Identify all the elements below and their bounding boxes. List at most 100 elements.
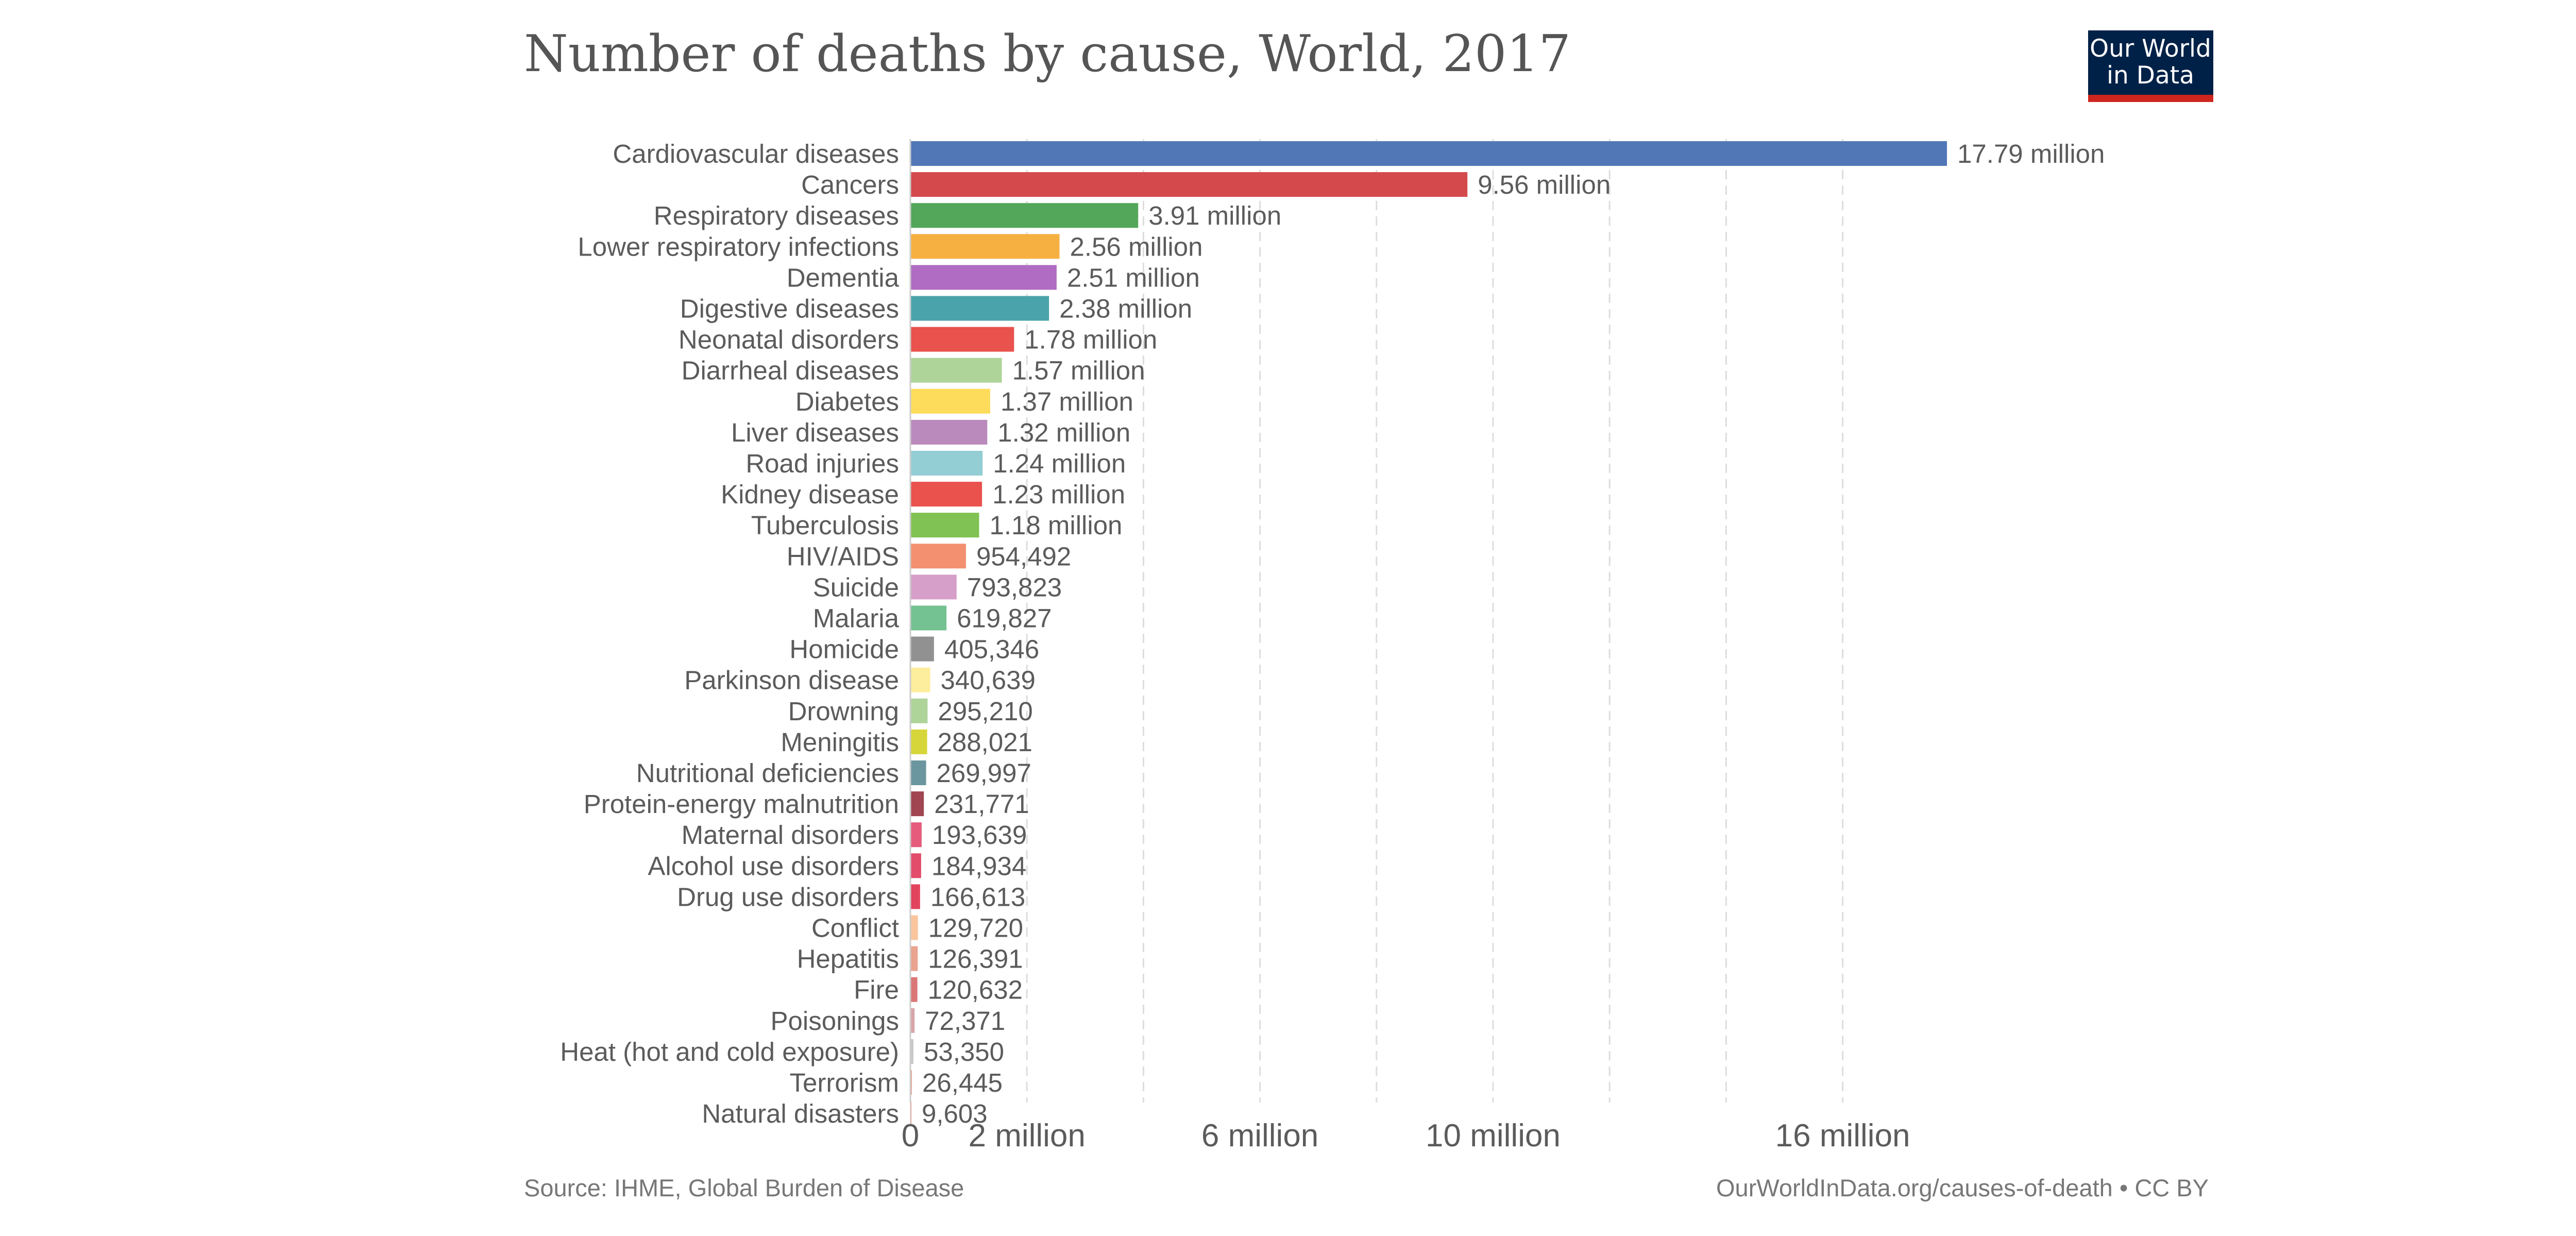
bar[interactable] — [910, 296, 1049, 321]
bar[interactable] — [910, 141, 1947, 166]
category-label: Cardiovascular diseases — [613, 139, 899, 168]
category-label: Conflict — [811, 913, 899, 943]
bar[interactable] — [910, 203, 1139, 228]
x-tick-label: 16 million — [1775, 1118, 1910, 1154]
value-label: 26,445 — [922, 1068, 1003, 1097]
category-label: Tuberculosis — [751, 511, 899, 540]
owid-logo[interactable]: Our World in Data — [2088, 30, 2213, 102]
bar[interactable] — [910, 419, 988, 445]
value-label: 269,997 — [937, 758, 1031, 788]
bar[interactable] — [910, 698, 928, 723]
category-label: Cancers — [801, 170, 899, 199]
logo-line-1: Our World — [2090, 35, 2211, 63]
logo-background — [2088, 30, 2213, 95]
value-label: 1.37 million — [1001, 387, 1133, 416]
bar[interactable] — [910, 327, 1014, 352]
x-tick-label: 10 million — [1426, 1118, 1561, 1154]
category-label: Road injuries — [745, 449, 899, 478]
bar[interactable] — [910, 234, 1060, 259]
bar[interactable] — [910, 605, 947, 631]
bar[interactable] — [910, 1008, 915, 1033]
source-note: Source: IHME, Global Burden of Disease — [524, 1174, 964, 1201]
category-label: Liver diseases — [731, 418, 899, 447]
value-label: 2.56 million — [1070, 232, 1203, 261]
category-label: Drug use disorders — [677, 882, 899, 911]
value-label: 1.23 million — [992, 480, 1125, 509]
value-label: 295,210 — [938, 697, 1032, 726]
value-label: 2.38 million — [1059, 294, 1192, 324]
category-label: Terrorism — [790, 1068, 900, 1097]
value-label: 17.79 million — [1957, 139, 2105, 168]
category-label: HIV/AIDS — [787, 541, 899, 571]
category-label: Neonatal disorders — [679, 325, 899, 354]
value-label: 9.56 million — [1478, 170, 1611, 199]
logo-line-2: in Data — [2107, 61, 2194, 90]
value-label: 166,613 — [930, 882, 1025, 911]
value-label: 619,827 — [957, 604, 1052, 633]
category-labels: Cardiovascular diseasesCancersRespirator… — [560, 139, 899, 1128]
category-label: Heat (hot and cold exposure) — [560, 1037, 899, 1066]
bar[interactable] — [910, 791, 924, 817]
bar[interactable] — [910, 1101, 911, 1126]
value-label: 126,391 — [928, 944, 1023, 974]
bar[interactable] — [910, 358, 1002, 383]
x-tick-label: 0 — [902, 1118, 919, 1154]
value-label: 120,632 — [928, 975, 1023, 1005]
category-label: Kidney disease — [721, 480, 899, 509]
bar[interactable] — [910, 636, 934, 662]
category-label: Digestive diseases — [680, 294, 899, 324]
category-label: Homicide — [789, 635, 899, 664]
bar[interactable] — [910, 388, 990, 414]
x-tick-label: 6 million — [1201, 1118, 1318, 1154]
category-label: Natural disasters — [702, 1099, 899, 1128]
value-label: 793,823 — [967, 572, 1062, 602]
chart-title: Number of deaths by cause, World, 2017 — [524, 25, 1571, 83]
value-label: 1.24 million — [993, 449, 1126, 478]
value-label: 53,350 — [924, 1037, 1004, 1066]
bar[interactable] — [910, 544, 966, 569]
category-label: Protein-energy malnutrition — [584, 789, 899, 819]
category-label: Alcohol use disorders — [648, 851, 899, 881]
category-label: Parkinson disease — [684, 666, 899, 695]
value-label: 3.91 million — [1148, 201, 1281, 230]
bar[interactable] — [910, 915, 918, 940]
value-label: 129,720 — [928, 913, 1023, 943]
category-label: Maternal disorders — [682, 820, 899, 850]
x-tick-label: 2 million — [968, 1118, 1085, 1154]
bar[interactable] — [910, 451, 983, 476]
category-label: Poisonings — [771, 1006, 900, 1036]
bar[interactable] — [910, 853, 921, 878]
category-label: Lower respiratory infections — [578, 232, 899, 261]
bar[interactable] — [910, 822, 922, 848]
category-label: Diarrheal diseases — [682, 356, 899, 385]
bar[interactable] — [910, 946, 918, 971]
bar[interactable] — [910, 729, 927, 754]
bar[interactable] — [910, 172, 1468, 197]
category-label: Suicide — [813, 572, 899, 602]
category-label: Drowning — [788, 697, 899, 726]
value-label: 288,021 — [938, 727, 1032, 757]
bar[interactable] — [910, 513, 979, 538]
category-label: Fire — [854, 975, 899, 1005]
bar[interactable] — [910, 760, 926, 785]
bar[interactable] — [910, 1039, 914, 1064]
value-label: 1.78 million — [1024, 325, 1157, 354]
bar[interactable] — [910, 574, 957, 600]
bar[interactable] — [910, 482, 982, 507]
value-label: 1.32 million — [997, 418, 1130, 447]
bar[interactable] — [910, 977, 918, 1002]
value-label: 193,639 — [932, 820, 1027, 850]
value-label: 184,934 — [931, 851, 1026, 881]
value-label: 2.51 million — [1067, 263, 1200, 292]
category-label: Diabetes — [795, 387, 899, 416]
bar[interactable] — [910, 667, 930, 692]
value-label: 405,346 — [944, 635, 1039, 664]
logo-accent-bar — [2088, 95, 2213, 102]
value-label: 340,639 — [941, 666, 1036, 695]
bar[interactable] — [910, 884, 920, 909]
credit-link[interactable]: OurWorldInData.org/causes-of-death • CC … — [1716, 1174, 2209, 1201]
x-axis-ticks: 0 2 million 6 million 10 million 16 million — [902, 1118, 1910, 1154]
bar[interactable] — [910, 265, 1057, 290]
